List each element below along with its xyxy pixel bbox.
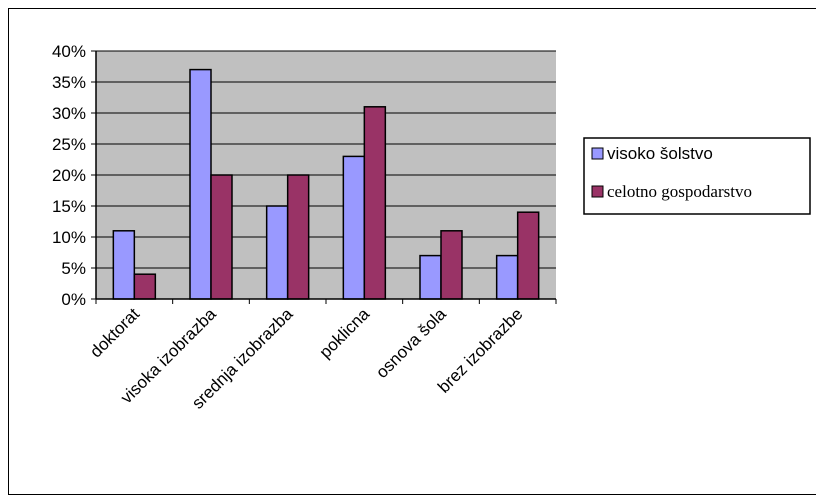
y-tick-label: 25% [52,135,86,154]
legend-swatch [591,147,604,160]
bar-visoko-solstvo [189,68,212,300]
x-category-label: osnova šola [372,304,450,382]
bar-visoko-solstvo [419,254,442,300]
y-tick-label: 30% [52,104,86,123]
bar-visoko-solstvo [112,230,136,300]
legend-label: visoko šolstvo [607,144,713,163]
bar-celotno-gospodarstvo [516,211,540,300]
legend-box [583,137,811,215]
bar-celotno-gospodarstvo [210,174,233,300]
bar-celotno-gospodarstvo [440,230,463,300]
x-category-label: doktorat [86,304,143,361]
bar-visoko-solstvo [495,254,519,300]
y-tick-label: 10% [52,228,86,247]
bar-visoko-solstvo [342,155,366,300]
y-tick-label: 35% [52,73,86,92]
y-tick-label: 20% [52,166,86,185]
legend-label: celotno gospodarstvo [607,182,752,201]
bar-celotno-gospodarstvo [363,106,387,300]
bar-celotno-gospodarstvo [286,174,310,300]
y-tick-label: 5% [61,259,86,278]
bar-visoko-solstvo [265,205,289,300]
legend-swatch [591,185,604,198]
y-tick-label: 0% [61,290,86,309]
x-category-label: poklicna [316,304,374,362]
bar-celotno-gospodarstvo [133,273,157,300]
y-tick-label: 15% [52,197,86,216]
y-tick-label: 40% [52,42,86,61]
